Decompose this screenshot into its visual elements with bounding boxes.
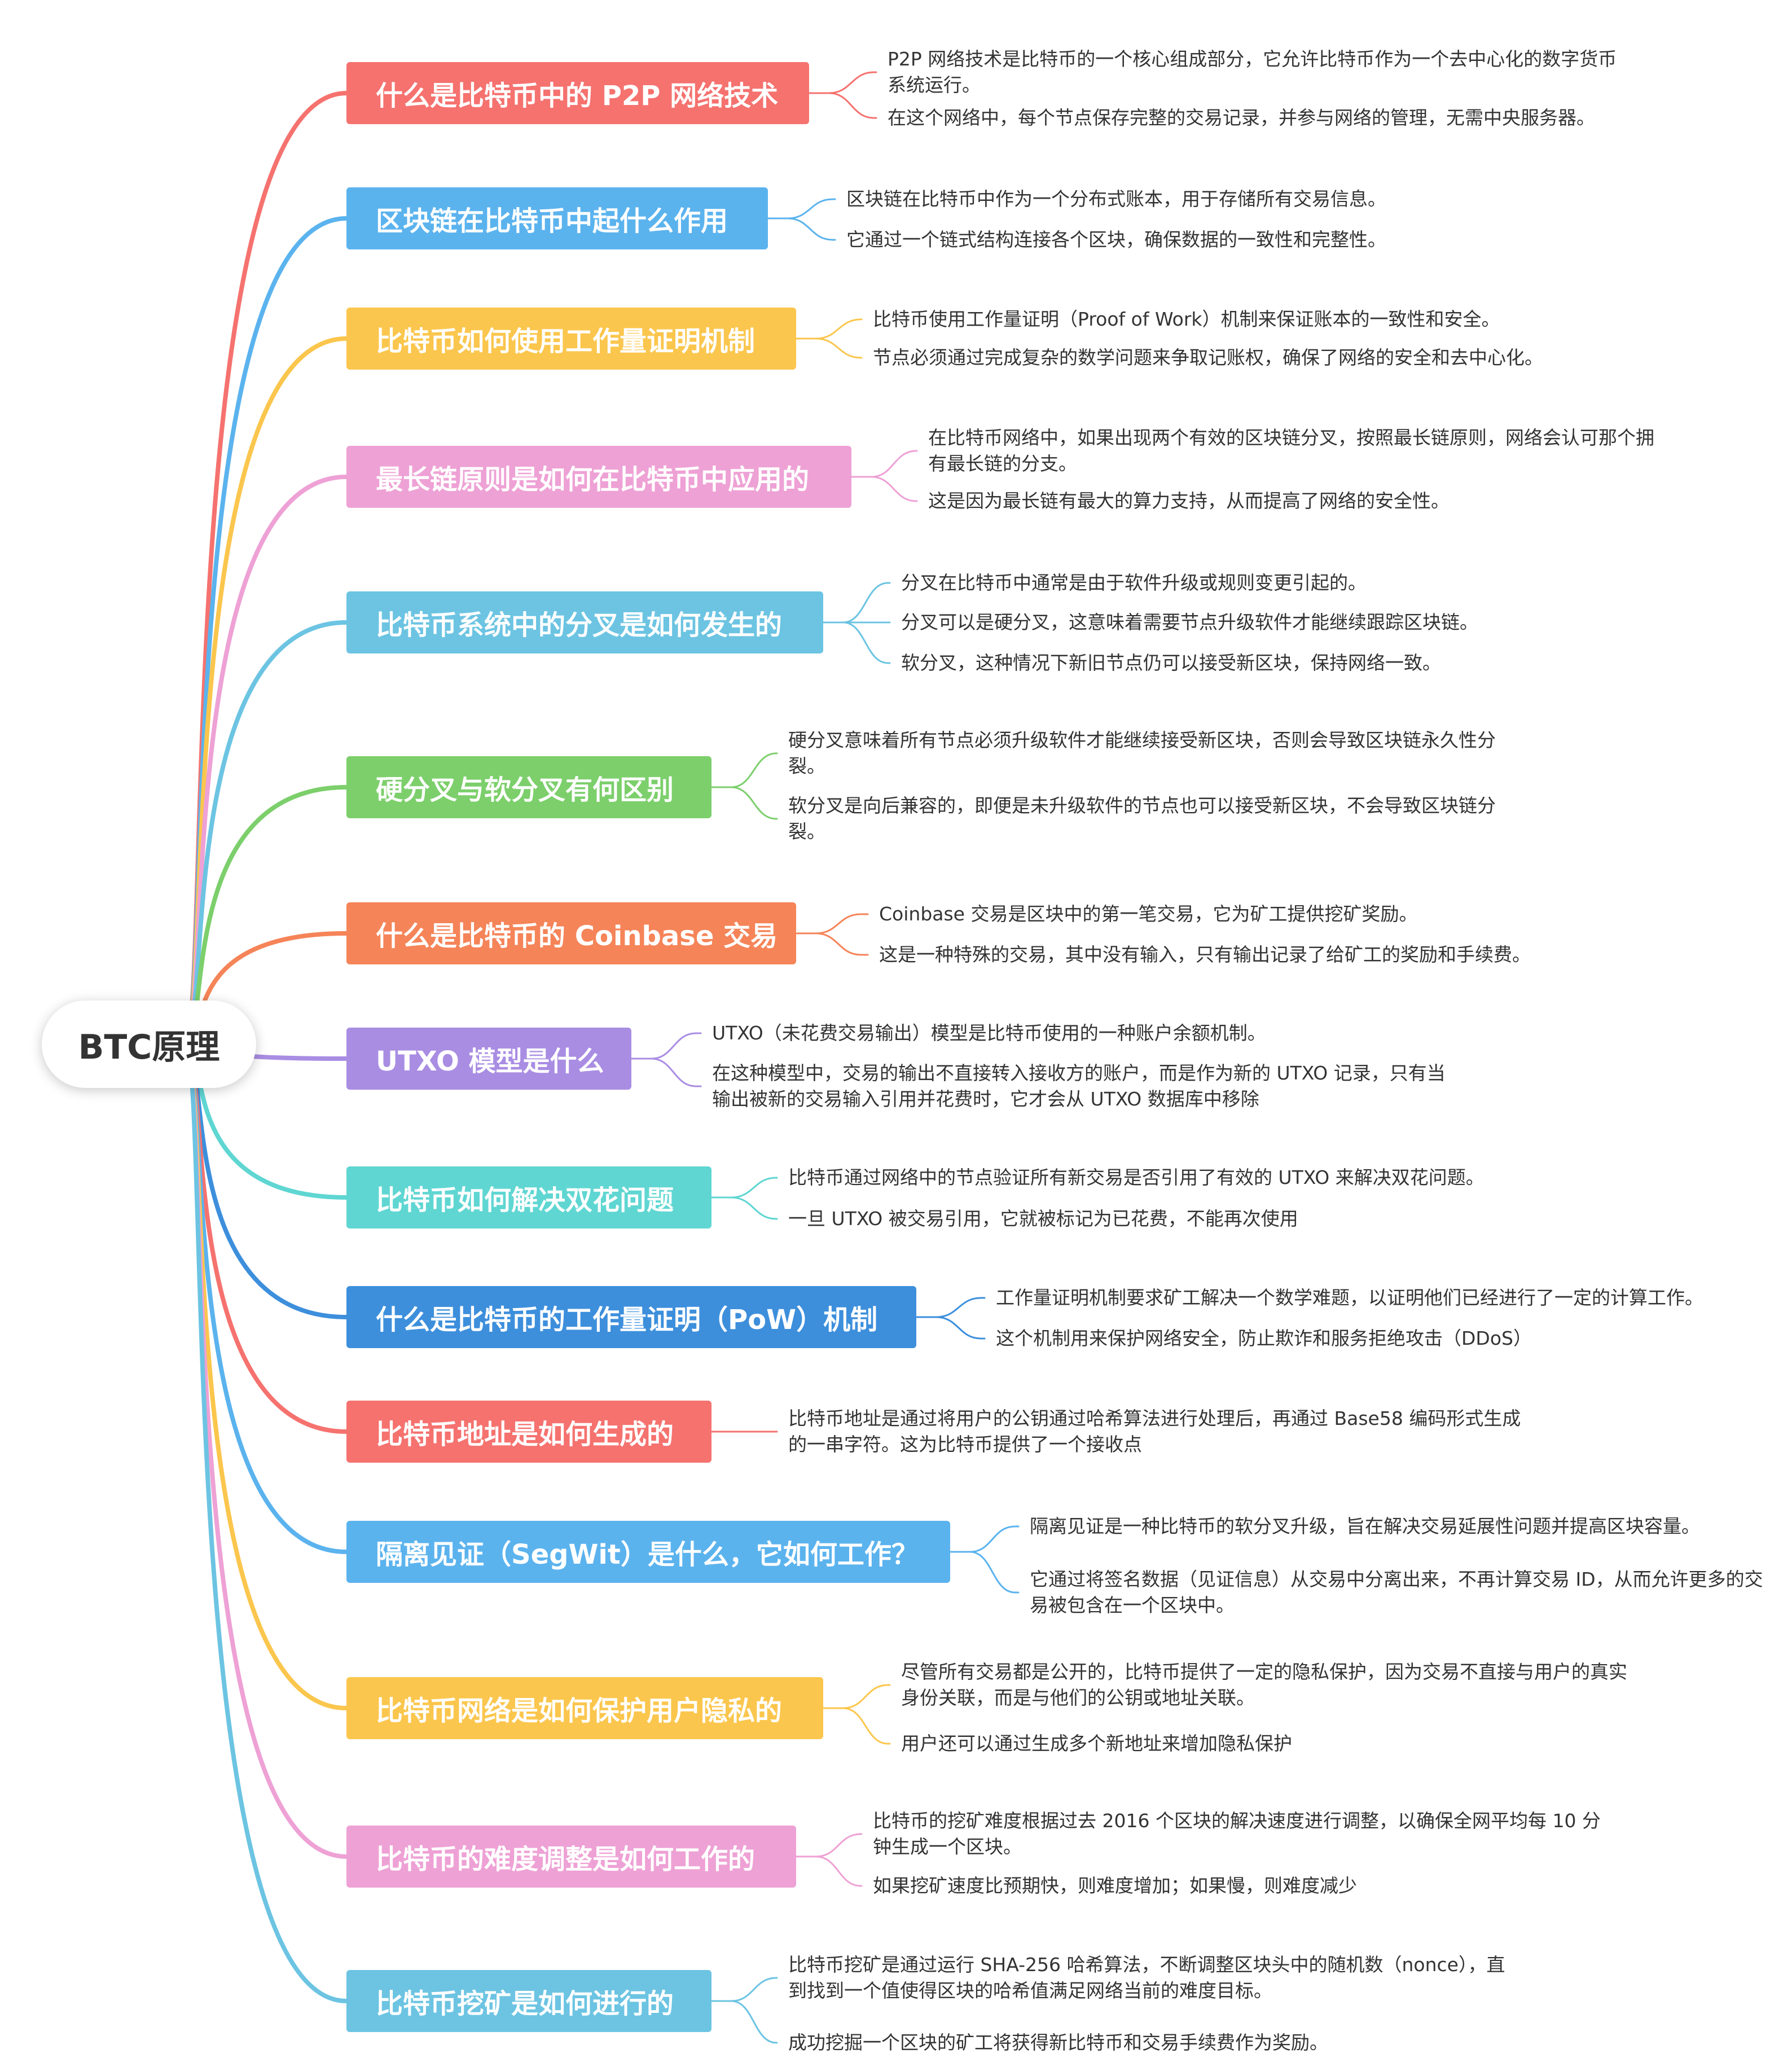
leaf-connector	[795, 1833, 863, 1858]
root-node[interactable]: BTC原理	[42, 1001, 256, 1088]
leaf-note[interactable]: 它通过将签名数据（见证信息）从交易中分离出来，不再计算交易 ID，从而允许更多的…	[1030, 1568, 1763, 1616]
topic-node[interactable]: 比特币挖矿是如何进行的	[346, 1970, 711, 2032]
leaf-connector	[710, 752, 778, 788]
leaf-connector	[822, 582, 891, 624]
topic-node[interactable]: 最长链原则是如何在比特币中应用的	[346, 446, 851, 508]
branch-line	[184, 1042, 349, 2003]
leaf-note[interactable]: 比特币的挖矿难度根据过去 2016 个区块的解决速度进行调整，以确保全网平均每 …	[873, 1810, 1601, 1858]
leaf-connector	[710, 1977, 778, 2002]
leaf-connector	[822, 621, 891, 664]
leaf-connector	[795, 913, 869, 934]
leaf-note[interactable]: 这是一种特殊的交易，其中没有输入，只有输出记录了给矿工的奖励和手续费。	[879, 944, 1531, 966]
leaf-note[interactable]: 用户还可以通过生成多个新地址来增加隐私保护	[901, 1732, 1292, 1754]
leaf-note[interactable]: 软分叉，这种情况下新旧节点仍可以接受新区块，保持网络一致。	[901, 652, 1441, 674]
leaf-connector	[795, 337, 863, 359]
leaf-note[interactable]: 比特币使用工作量证明（Proof of Work）机制来保证账本的一致性和安全。	[873, 308, 1500, 330]
leaf-note[interactable]: 这个机制用来保护网络安全，防止欺诈和服务拒绝攻击（DDoS）	[996, 1327, 1532, 1349]
topic-node[interactable]: 比特币系统中的分叉是如何发生的	[346, 591, 823, 653]
leaf-note[interactable]: 在这种模型中，交易的输出不直接转入接收方的账户，而是作为新的 UTXO 记录，只…	[712, 1062, 1446, 1110]
topic-node[interactable]: 隔离见证（SegWit）是什么，它如何工作？	[346, 1521, 950, 1583]
leaf-connector	[915, 1316, 986, 1340]
branch-line	[184, 1042, 349, 1710]
leaf-connector	[710, 786, 778, 820]
leaf-note[interactable]: 硬分叉意味着所有节点必须升级软件才能继续接受新区块，否则会导致区块链永久性分裂。	[788, 729, 1496, 777]
topic-node[interactable]: 比特币网络是如何保护用户隐私的	[346, 1677, 823, 1739]
leaf-connector	[767, 198, 836, 220]
leaf-connector	[795, 318, 863, 340]
leaf-note[interactable]: 比特币地址是通过将用户的公钥通过哈希算法进行处理后，再通过 Base58 编码形…	[788, 1407, 1521, 1455]
leaf-connector	[915, 1297, 986, 1318]
leaf-note[interactable]: 隔离见证是一种比特币的软分叉升级，旨在解决交易延展性问题并提高区块容量。	[1030, 1515, 1700, 1537]
leaf-note[interactable]: 区块链在比特币中作为一个分布式账本，用于存储所有交易信息。	[846, 188, 1386, 210]
leaf-note[interactable]: P2P 网络技术是比特币的一个核心组成部分，它允许比特币作为一个去中心化的数字货…	[888, 48, 1617, 96]
leaf-connector	[710, 1177, 778, 1199]
leaf-connector	[767, 217, 836, 241]
leaf-note[interactable]: Coinbase 交易是区块中的第一笔交易，它为矿工提供挖矿奖励。	[879, 903, 1418, 925]
leaf-note[interactable]: 分叉在比特币中通常是由于软件升级或规则变更引起的。	[901, 572, 1367, 594]
leaf-connector	[710, 2000, 778, 2044]
leaf-connector	[949, 1525, 1020, 1553]
leaf-note[interactable]: 成功挖掘一个区块的矿工将获得新比特币和交易手续费作为奖励。	[788, 2031, 1328, 2054]
topic-node[interactable]: 比特币如何解决双花问题	[346, 1166, 711, 1228]
leaf-connector	[949, 1551, 1020, 1594]
leaf-note[interactable]: 在比特币网络中，如果出现两个有效的区块链分叉，按照最长链原则，网络会认可那个拥有…	[928, 427, 1654, 475]
topic-node[interactable]: 区块链在比特币中起什么作用	[346, 187, 768, 249]
topic-node[interactable]: 硬分叉与软分叉有何区别	[346, 756, 711, 818]
topic-node[interactable]: 比特币地址是如何生成的	[346, 1401, 711, 1463]
leaf-connector	[795, 932, 869, 956]
leaf-note[interactable]: 比特币通过网络中的节点验证所有新交易是否引用了有效的 UTXO 来解决双花问题。	[788, 1166, 1484, 1188]
leaf-connector	[795, 1855, 863, 1887]
leaf-note[interactable]: 它通过一个链式结构连接各个区块，确保数据的一致性和完整性。	[846, 229, 1386, 251]
topic-node[interactable]: 比特币如何使用工作量证明机制	[346, 308, 796, 370]
leaf-connector	[808, 71, 877, 94]
topic-node[interactable]: 什么是比特币的 Coinbase 交易	[346, 902, 796, 964]
topic-node[interactable]: 什么是比特币的工作量证明（PoW）机制	[346, 1286, 916, 1348]
branch-line	[184, 1042, 349, 1859]
leaf-note[interactable]: UTXO（未花费交易输出）模型是比特币使用的一种账户余额机制。	[712, 1022, 1266, 1044]
branch-line	[184, 336, 349, 1046]
leaf-connector	[630, 1058, 702, 1087]
leaf-note[interactable]: 软分叉是向后兼容的，即便是未升级软件的节点也可以接受新区块，不会导致区块链分裂。	[788, 795, 1496, 843]
leaf-note[interactable]: 一旦 UTXO 被交易引用，它就被标记为已花费，不能再次使用	[788, 1208, 1298, 1230]
leaf-connector	[630, 1032, 702, 1060]
leaf-connector	[822, 1707, 891, 1745]
topic-node[interactable]: 什么是比特币中的 P2P 网络技术	[346, 62, 809, 124]
leaf-note[interactable]: 分叉可以是硬分叉，这意味着需要节点升级软件才能继续跟踪区块链。	[901, 611, 1478, 633]
branch-line	[184, 91, 349, 1046]
leaf-note[interactable]: 比特币挖矿是通过运行 SHA-256 哈希算法，不断调整区块头中的随机数（non…	[788, 1954, 1505, 2002]
topic-node[interactable]: 比特币的难度调整是如何工作的	[346, 1826, 796, 1888]
leaf-connector	[850, 450, 918, 478]
leaf-connector	[822, 1684, 891, 1709]
leaf-connector	[808, 92, 877, 119]
leaf-note[interactable]: 如果挖矿速度比预期快，则难度增加；如果慢，则难度减少	[873, 1875, 1357, 1897]
leaf-connector	[850, 476, 918, 502]
leaf-connector	[710, 1196, 778, 1220]
leaf-note[interactable]: 这是因为最长链有最大的算力支持，从而提高了网络的安全性。	[928, 490, 1450, 512]
leaf-note[interactable]: 工作量证明机制要求矿工解决一个数学难题，以证明他们已经进行了一定的计算工作。	[996, 1287, 1703, 1309]
leaf-note[interactable]: 尽管所有交易都是公开的，比特币提供了一定的隐私保护，因为交易不直接与用户的真实身…	[901, 1661, 1627, 1709]
topic-node[interactable]: UTXO 模型是什么	[346, 1028, 631, 1090]
leaf-note[interactable]: 在这个网络中，每个节点保存完整的交易记录，并参与网络的管理，无需中央服务器。	[888, 107, 1595, 129]
leaf-note[interactable]: 节点必须通过完成复杂的数学问题来争取记账权，确保了网络的安全和去中心化。	[873, 346, 1543, 368]
